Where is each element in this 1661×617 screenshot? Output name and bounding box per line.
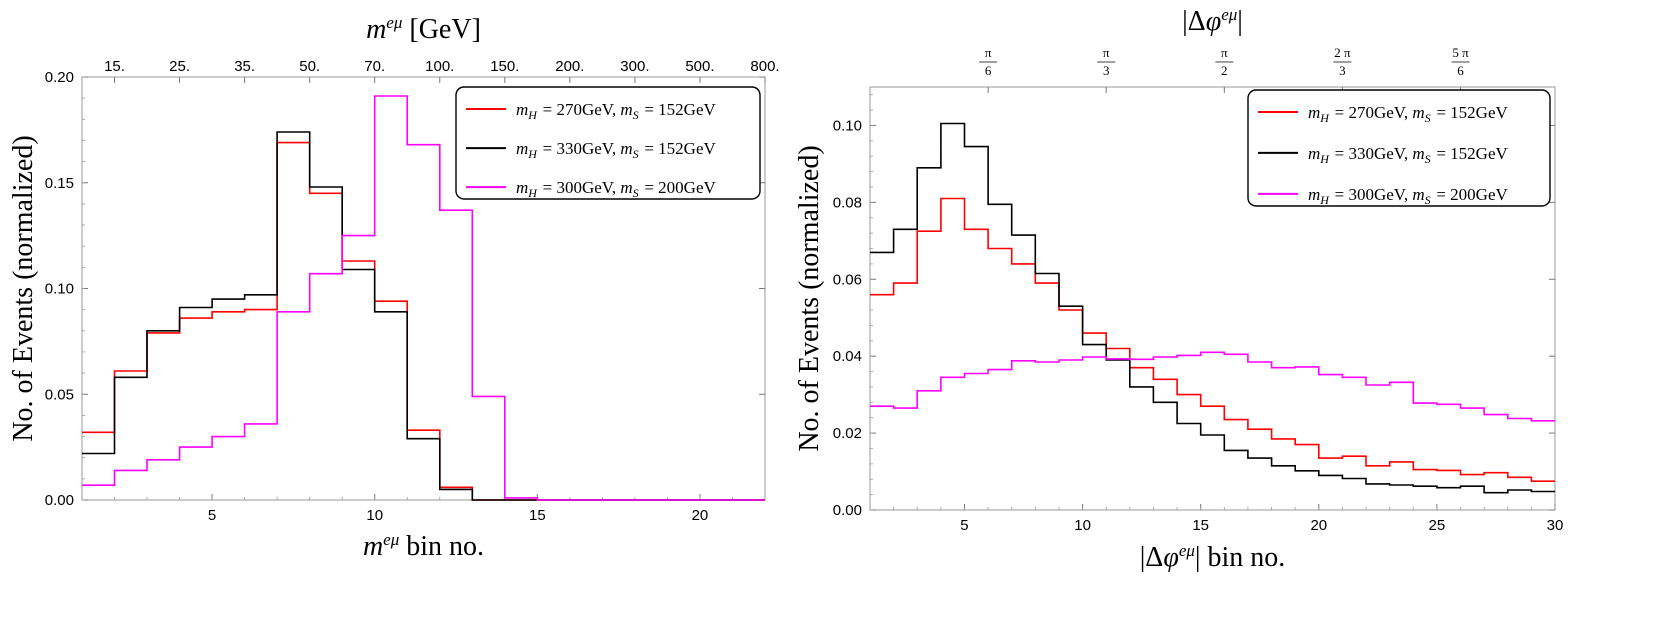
series-line-2 bbox=[870, 351, 1555, 422]
plot-frame bbox=[869, 86, 1556, 511]
y-axis-title: No. of Events (normalized) bbox=[794, 145, 825, 451]
x-axis-title-pre: |Δ bbox=[1140, 542, 1164, 573]
x-axis-title-var: m bbox=[363, 531, 383, 562]
x-tick-label: 5 bbox=[960, 517, 968, 534]
y-axis-title: No. of Events (normalized) bbox=[8, 135, 39, 441]
top-tick-denominator: 6 bbox=[1457, 63, 1464, 78]
chart-invariant-mass: 0.00 0.05 0.10 0.15 0.20 5 10 15 20 15. 25. 35. 50. 7… bbox=[8, 13, 780, 562]
top-tick-numerator: 2 π bbox=[1334, 45, 1351, 60]
top-tick-label: 300. bbox=[620, 58, 649, 75]
legend: mH = 270GeV, mS = 152GeV mH = 330GeV, mS … bbox=[455, 86, 761, 200]
legend-label: mH = 270GeV, mS = 152GeV bbox=[516, 100, 716, 122]
x-tick-label: 10 bbox=[1074, 517, 1091, 534]
top-tick-denominator: 3 bbox=[1339, 63, 1346, 78]
chart-delta-phi: 0.00 0.02 0.04 0.06 0.08 0.10 5 10 15 20 25 30 π 6 π 3 π… bbox=[794, 5, 1563, 573]
top-tick-label: 800. bbox=[750, 58, 779, 75]
y-tick-label: 0.06 bbox=[833, 271, 862, 288]
y-tick-label: 0.04 bbox=[833, 348, 862, 365]
x-axis-title-var: φ bbox=[1163, 542, 1179, 573]
top-tick-label: 15. bbox=[104, 58, 125, 75]
x-tick-label: 20 bbox=[1310, 517, 1327, 534]
top-tick-numerator: 5 π bbox=[1452, 45, 1469, 60]
x-axis-title: |Δφeμ| bin no. bbox=[1140, 541, 1286, 573]
x-tick-label: 30 bbox=[1547, 517, 1564, 534]
top-tick-numerator: π bbox=[985, 45, 992, 60]
series-line-1 bbox=[870, 122, 1555, 494]
x-tick-label: 15 bbox=[1192, 517, 1209, 534]
y-tick-label: 0.20 bbox=[45, 69, 74, 86]
top-tick-denominator: 3 bbox=[1103, 63, 1110, 78]
top-axis-title-sup: eμ bbox=[386, 13, 402, 32]
x-axis-title: meμ bin no. bbox=[363, 530, 484, 562]
top-tick-label: 500. bbox=[685, 58, 714, 75]
legend-box bbox=[455, 86, 761, 200]
top-tick-label: 70. bbox=[364, 58, 385, 75]
x-tick-label: 15 bbox=[529, 507, 546, 524]
x-tick-label: 10 bbox=[366, 507, 383, 524]
legend-label: mH = 300GeV, mS = 200GeV bbox=[1308, 185, 1508, 207]
top-tick-numerator: π bbox=[1221, 45, 1228, 60]
legend-label: mH = 330GeV, mS = 152GeV bbox=[516, 139, 716, 161]
top-axis-title-var: m bbox=[366, 14, 386, 45]
top-axis-title: |Δφeμ| bbox=[1182, 5, 1243, 37]
series-line-0 bbox=[870, 197, 1555, 482]
x-tick-label: 5 bbox=[208, 507, 216, 524]
x-tick-label: 25 bbox=[1429, 517, 1446, 534]
y-tick-label: 0.08 bbox=[833, 194, 862, 211]
top-tick-label: 150. bbox=[490, 58, 519, 75]
y-tick-label: 0.05 bbox=[45, 386, 74, 403]
y-tick-label: 0.10 bbox=[45, 281, 74, 298]
y-tick-label: 0.02 bbox=[833, 425, 862, 442]
top-tick-denominator: 2 bbox=[1221, 63, 1228, 78]
series-line-2 bbox=[82, 95, 765, 501]
y-tick-label: 0.00 bbox=[833, 502, 862, 519]
x-axis-title-sup: eμ bbox=[383, 530, 399, 549]
y-tick-label: 0.10 bbox=[833, 117, 862, 134]
top-tick-label: 35. bbox=[234, 58, 255, 75]
x-axis-title-rest: | bin no. bbox=[1195, 542, 1285, 573]
top-tick-label: 50. bbox=[299, 58, 320, 75]
x-axis-title-rest: bin no. bbox=[399, 531, 484, 562]
top-axis-title-pre: |Δ bbox=[1182, 6, 1206, 37]
top-axis-title-sup: eμ bbox=[1221, 5, 1237, 24]
x-axis-title-sup: eμ bbox=[1179, 541, 1195, 560]
top-tick-label: 200. bbox=[555, 58, 584, 75]
x-tick-label: 20 bbox=[692, 507, 709, 524]
top-axis-title-var: φ bbox=[1206, 6, 1222, 37]
legend-label: mH = 300GeV, mS = 200GeV bbox=[516, 178, 716, 200]
legend: mH = 270GeV, mS = 152GeV mH = 330GeV, mS … bbox=[1247, 89, 1551, 207]
top-axis-title: meμ [GeV] bbox=[366, 13, 481, 45]
top-axis-title-rest: | bbox=[1237, 6, 1243, 37]
top-axis-title-rest: [GeV] bbox=[402, 14, 481, 45]
top-tick-denominator: 6 bbox=[985, 63, 992, 78]
top-tick-label: 100. bbox=[425, 58, 454, 75]
legend-label: mH = 330GeV, mS = 152GeV bbox=[1308, 144, 1508, 166]
y-tick-label: 0.15 bbox=[45, 175, 74, 192]
legend-label: mH = 270GeV, mS = 152GeV bbox=[1308, 103, 1508, 125]
top-tick-label: 25. bbox=[169, 58, 190, 75]
legend-box bbox=[1247, 89, 1551, 207]
top-tick-numerator: π bbox=[1103, 45, 1110, 60]
y-tick-label: 0.00 bbox=[45, 492, 74, 509]
